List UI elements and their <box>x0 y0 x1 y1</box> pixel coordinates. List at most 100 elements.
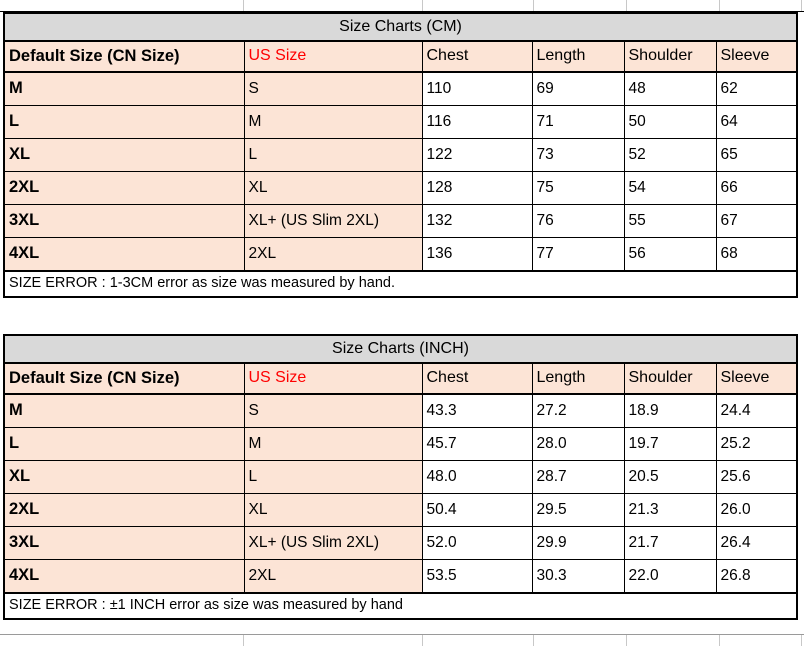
cell-sleeve: 64 <box>715 105 798 139</box>
grid-cell <box>720 0 802 11</box>
table-header-row: Default Size (CN Size) US Size Chest Len… <box>3 40 798 73</box>
table-row: XL L 48.0 28.7 20.5 25.6 <box>3 460 798 494</box>
cell-us-size: XL+ (US Slim 2XL) <box>243 204 423 238</box>
column-header-sleeve: Sleeve <box>715 362 798 395</box>
grid-cell <box>627 635 720 646</box>
cell-chest: 52.0 <box>421 526 533 560</box>
table-row: 3XL XL+ (US Slim 2XL) 52.0 29.9 21.7 26.… <box>3 526 798 560</box>
column-header-us-size: US Size <box>243 362 423 395</box>
column-header-chest: Chest <box>421 362 533 395</box>
table-row: XL L 122 73 52 65 <box>3 138 798 172</box>
cell-cn-size: M <box>3 71 245 106</box>
cell-chest: 43.3 <box>421 393 533 428</box>
cell-sleeve: 26.8 <box>715 559 798 594</box>
cell-us-size: 2XL <box>243 237 423 272</box>
grid-cell <box>423 635 534 646</box>
cell-shoulder: 18.9 <box>623 393 717 428</box>
cell-sleeve: 65 <box>715 138 798 172</box>
cell-us-size: XL <box>243 493 423 527</box>
grid-cell <box>0 635 244 646</box>
cell-sleeve: 66 <box>715 171 798 205</box>
cell-chest: 122 <box>421 138 533 172</box>
cell-cn-size: 4XL <box>3 559 245 594</box>
cell-shoulder: 50 <box>623 105 717 139</box>
cell-us-size: XL <box>243 171 423 205</box>
table-title-inch: Size Charts (INCH) <box>3 334 798 364</box>
cell-shoulder: 20.5 <box>623 460 717 494</box>
cell-length: 28.0 <box>531 427 625 461</box>
grid-cell <box>534 635 627 646</box>
cell-length: 69 <box>531 71 625 106</box>
cell-shoulder: 55 <box>623 204 717 238</box>
table-note-row: SIZE ERROR : ±1 INCH error as size was m… <box>3 592 798 620</box>
cell-cn-size: L <box>3 427 245 461</box>
cell-chest: 53.5 <box>421 559 533 594</box>
table-row: 2XL XL 50.4 29.5 21.3 26.0 <box>3 493 798 527</box>
column-header-shoulder: Shoulder <box>623 40 717 73</box>
cell-length: 27.2 <box>531 393 625 428</box>
table-title-cm: Size Charts (CM) <box>3 12 798 42</box>
cell-chest: 116 <box>421 105 533 139</box>
cell-cn-size: M <box>3 393 245 428</box>
table-row: 2XL XL 128 75 54 66 <box>3 171 798 205</box>
cell-sleeve: 26.0 <box>715 493 798 527</box>
table-row: L M 45.7 28.0 19.7 25.2 <box>3 427 798 461</box>
cell-length: 28.7 <box>531 460 625 494</box>
cell-length: 75 <box>531 171 625 205</box>
cell-length: 29.9 <box>531 526 625 560</box>
cell-shoulder: 52 <box>623 138 717 172</box>
cell-sleeve: 24.4 <box>715 393 798 428</box>
cell-length: 71 <box>531 105 625 139</box>
size-chart-table-cm: Size Charts (CM) Default Size (CN Size) … <box>3 12 799 298</box>
grid-cell <box>244 635 423 646</box>
cell-length: 29.5 <box>531 493 625 527</box>
cell-sleeve: 67 <box>715 204 798 238</box>
column-header-sleeve: Sleeve <box>715 40 798 73</box>
cell-us-size: S <box>243 71 423 106</box>
cell-chest: 45.7 <box>421 427 533 461</box>
column-header-us-size: US Size <box>243 40 423 73</box>
table-row: M S 43.3 27.2 18.9 24.4 <box>3 393 798 428</box>
cell-sleeve: 26.4 <box>715 526 798 560</box>
cell-chest: 136 <box>421 237 533 272</box>
cell-cn-size: 3XL <box>3 204 245 238</box>
cell-shoulder: 21.3 <box>623 493 717 527</box>
cell-chest: 132 <box>421 204 533 238</box>
table-header-row: Default Size (CN Size) US Size Chest Len… <box>3 362 798 395</box>
size-chart-page: Size Charts (CM) Default Size (CN Size) … <box>3 12 799 620</box>
cell-length: 30.3 <box>531 559 625 594</box>
cell-sleeve: 25.6 <box>715 460 798 494</box>
sheet-gridline-strip-top <box>0 0 804 12</box>
cell-shoulder: 22.0 <box>623 559 717 594</box>
cell-us-size: L <box>243 138 423 172</box>
cell-length: 76 <box>531 204 625 238</box>
cell-cn-size: XL <box>3 460 245 494</box>
cell-us-size: M <box>243 427 423 461</box>
column-header-cn-size: Default Size (CN Size) <box>3 40 245 73</box>
grid-cell <box>0 0 244 11</box>
cell-shoulder: 48 <box>623 71 717 106</box>
cell-cn-size: 2XL <box>3 493 245 527</box>
grid-cell <box>423 0 534 11</box>
cell-sleeve: 25.2 <box>715 427 798 461</box>
table-row: 3XL XL+ (US Slim 2XL) 132 76 55 67 <box>3 204 798 238</box>
cell-chest: 48.0 <box>421 460 533 494</box>
cell-sleeve: 62 <box>715 71 798 106</box>
cell-shoulder: 56 <box>623 237 717 272</box>
cell-chest: 50.4 <box>421 493 533 527</box>
cell-cn-size: L <box>3 105 245 139</box>
table-row: M S 110 69 48 62 <box>3 71 798 106</box>
cell-us-size: L <box>243 460 423 494</box>
sheet-gridline-strip-bottom <box>0 634 804 646</box>
cell-shoulder: 54 <box>623 171 717 205</box>
grid-cell <box>534 0 627 11</box>
table-row: L M 116 71 50 64 <box>3 105 798 139</box>
size-chart-table-inch: Size Charts (INCH) Default Size (CN Size… <box>3 334 798 620</box>
cell-cn-size: 3XL <box>3 526 245 560</box>
size-error-note-inch: SIZE ERROR : ±1 INCH error as size was m… <box>3 592 798 620</box>
table-note-row: SIZE ERROR : 1-3CM error as size was mea… <box>3 270 798 298</box>
cell-us-size: 2XL <box>243 559 423 594</box>
table-gap <box>3 298 798 334</box>
grid-cell <box>627 0 720 11</box>
table-title-row: Size Charts (CM) <box>3 12 798 42</box>
